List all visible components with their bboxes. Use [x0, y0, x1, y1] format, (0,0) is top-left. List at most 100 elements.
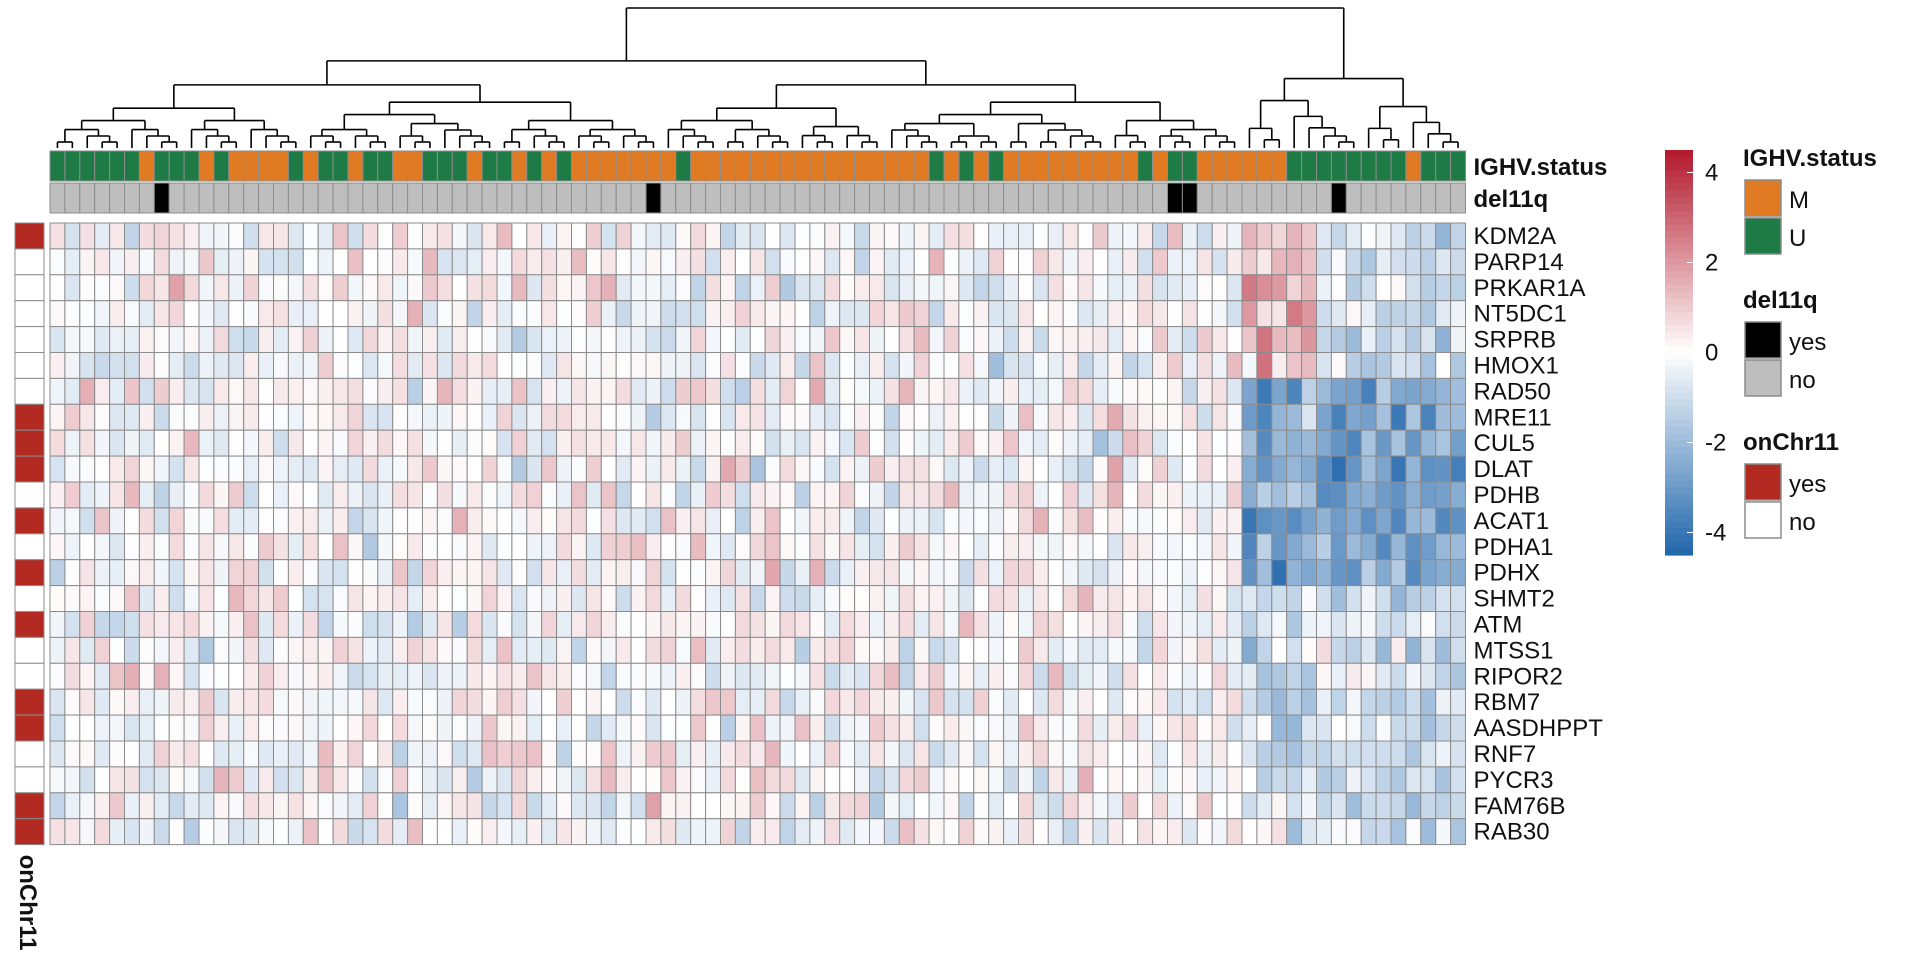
ighv-annotation-cell — [630, 150, 647, 182]
heatmap-cell — [109, 714, 125, 742]
heatmap-cell — [1256, 688, 1273, 716]
heatmap-cell — [1256, 507, 1273, 535]
heatmap-cell — [556, 636, 572, 664]
heatmap-cell — [124, 300, 140, 328]
heatmap-cell — [600, 533, 617, 561]
color-scale-tick-label: -4 — [1705, 520, 1726, 547]
heatmap-cell — [898, 818, 915, 846]
heatmap-cell — [1032, 248, 1049, 276]
heatmap-cell — [109, 688, 125, 716]
heatmap-cell — [571, 533, 587, 561]
heatmap-cell — [630, 377, 647, 405]
heatmap-cell — [720, 352, 736, 379]
heatmap-cell — [898, 559, 915, 587]
heatmap-cell — [1152, 714, 1168, 742]
color-scale-step — [1665, 521, 1693, 529]
heatmap-cell — [109, 377, 125, 405]
heatmap-cell — [496, 274, 513, 302]
onchr11-annotation-cell — [14, 818, 45, 846]
heatmap-cell — [1405, 792, 1422, 820]
heatmap-cell — [332, 559, 349, 587]
heatmap-cell — [198, 533, 215, 561]
heatmap-cell — [1316, 455, 1332, 483]
heatmap-cell — [168, 559, 185, 587]
heatmap-cell — [183, 688, 200, 716]
heatmap-cell — [1390, 688, 1407, 716]
heatmap-cell — [675, 611, 692, 638]
heatmap-cell — [1420, 352, 1437, 379]
heatmap-cell — [898, 222, 915, 250]
heatmap-cell — [779, 481, 796, 509]
heatmap-cell — [1107, 248, 1124, 276]
heatmap-cell — [1196, 352, 1213, 379]
color-scale-step — [1665, 440, 1693, 448]
heatmap-cell — [839, 274, 856, 302]
heatmap-cell — [1226, 740, 1243, 768]
heatmap-cell — [958, 300, 975, 328]
heatmap-cell — [422, 662, 438, 690]
del11q-annotation-cell — [571, 182, 587, 214]
heatmap-cell — [585, 403, 602, 431]
heatmap-cell — [153, 662, 170, 690]
color-scale-step — [1665, 298, 1693, 306]
heatmap-cell — [1077, 662, 1094, 690]
heatmap-cell — [168, 818, 185, 846]
onchr11-annotation-cell — [14, 248, 45, 276]
heatmap-cell — [1375, 559, 1392, 587]
heatmap-cell — [317, 792, 334, 820]
color-scale-step — [1665, 150, 1693, 158]
heatmap-cell — [377, 481, 394, 509]
heatmap-cell — [600, 559, 617, 587]
color-scale-step — [1665, 312, 1693, 320]
heatmap-cell — [1301, 507, 1317, 535]
heatmap-cell — [124, 455, 140, 483]
heatmap-cell — [258, 585, 275, 612]
heatmap-cell — [511, 507, 528, 535]
heatmap-cell — [571, 740, 587, 768]
heatmap-cell — [1122, 818, 1139, 846]
heatmap-cell — [675, 636, 692, 664]
heatmap-cell — [183, 248, 200, 276]
heatmap-cell — [1047, 481, 1064, 509]
heatmap-cell — [1301, 766, 1317, 794]
heatmap-cell — [541, 248, 558, 276]
heatmap-cell — [377, 352, 394, 379]
ighv-annotation-cell — [1330, 150, 1347, 182]
heatmap-cell — [630, 300, 647, 328]
heatmap-cell — [1241, 636, 1258, 664]
heatmap-cell — [1092, 636, 1109, 664]
heatmap-cell — [1003, 792, 1019, 820]
heatmap-cell — [1405, 429, 1422, 457]
heatmap-cell — [958, 326, 975, 354]
heatmap-cell — [138, 248, 155, 276]
heatmap-cell — [541, 533, 558, 561]
heatmap-cell — [273, 533, 289, 561]
del11q-annotation-cell — [436, 182, 453, 214]
heatmap-cell — [94, 481, 111, 509]
heatmap-cell — [138, 326, 155, 354]
heatmap-cell — [734, 377, 751, 405]
heatmap-cell — [436, 300, 453, 328]
heatmap-cell — [392, 455, 409, 483]
heatmap-cell — [109, 455, 125, 483]
heatmap-cell — [198, 507, 215, 535]
heatmap-cell — [1405, 688, 1422, 716]
heatmap-cell — [168, 766, 185, 794]
heatmap-cell — [779, 740, 796, 768]
row-label: MTSS1 — [1474, 637, 1554, 664]
ighv-annotation-cell — [347, 150, 364, 182]
heatmap-cell — [1181, 352, 1198, 379]
heatmap-cell — [153, 429, 170, 457]
heatmap-cell — [630, 533, 647, 561]
heatmap-cell — [1375, 455, 1392, 483]
heatmap-cell — [392, 766, 409, 794]
heatmap-cell — [973, 818, 990, 846]
heatmap-cell — [407, 611, 424, 638]
heatmap-cell — [302, 403, 319, 431]
heatmap-cell — [1375, 792, 1392, 820]
heatmap-cell — [287, 274, 304, 302]
heatmap-cell — [1107, 740, 1124, 768]
heatmap-cell — [436, 222, 453, 250]
heatmap-cell — [749, 507, 766, 535]
